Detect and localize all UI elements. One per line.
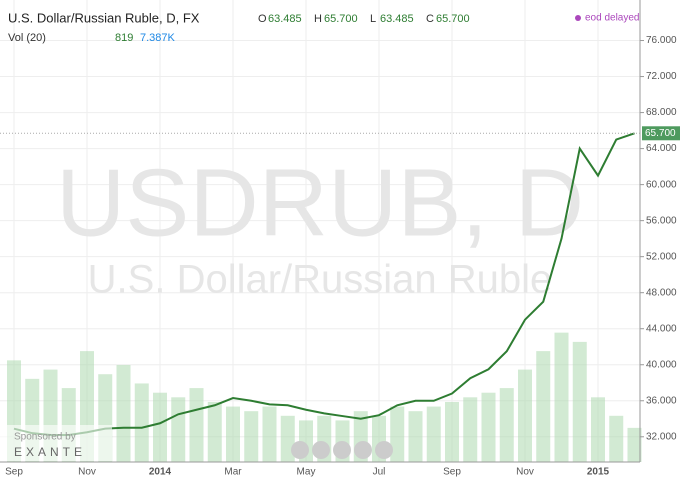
volume-bar	[499, 388, 514, 462]
ohlc-label: H	[314, 13, 322, 25]
volume-bar	[627, 427, 642, 462]
volume-bar	[390, 406, 405, 462]
volume-title: Vol (20)	[8, 32, 46, 44]
price-line	[13, 132, 635, 436]
sponsor-box	[0, 425, 112, 461]
y-tick-label: 40.000	[646, 359, 677, 370]
volume-bar	[518, 369, 532, 462]
ohlc-value: 63.485	[268, 13, 302, 25]
volume-bar	[463, 397, 478, 462]
x-tick-label: May	[297, 467, 316, 478]
nav-buttons	[291, 441, 393, 459]
status-dot	[575, 15, 581, 21]
volume-bar	[426, 406, 441, 462]
y-tick-label: 32.000	[646, 431, 677, 442]
button[interactable]	[291, 441, 309, 459]
ohlc-label: O	[258, 13, 267, 25]
y-tick-label: 60.000	[646, 179, 677, 190]
volume-bar	[554, 332, 569, 462]
y-tick-label: 72.000	[646, 71, 677, 82]
volume-readout: 7.387K	[140, 32, 176, 44]
x-tick-label: Nov	[78, 467, 96, 478]
volume-bar	[226, 406, 240, 462]
ohlc-value: 65.700	[436, 13, 470, 25]
watermark: USDRUB, D	[56, 149, 584, 256]
y-tick-label: 52.000	[646, 251, 677, 262]
volume-readout: 819	[115, 32, 133, 44]
x-tick-label: 2015	[587, 467, 610, 478]
volume-bar	[262, 406, 277, 462]
volume-bar	[153, 392, 167, 462]
y-tick-label: 64.000	[646, 143, 677, 154]
volume-bar	[481, 392, 496, 462]
y-tick-label: 56.000	[646, 215, 677, 226]
last-price-label: 65.700	[645, 128, 676, 139]
y-tick-label: 36.000	[646, 395, 677, 406]
volume-bar	[408, 411, 423, 462]
status: eod delayed	[585, 13, 640, 24]
volume-bar	[134, 383, 149, 462]
volume-bar	[572, 341, 587, 462]
watermark-sub: U.S. Dollar/Russian Ruble	[88, 258, 553, 302]
volume-bar	[244, 411, 259, 462]
volume-bar	[189, 388, 204, 462]
volume-bar	[171, 397, 186, 462]
volume-bar	[609, 415, 624, 462]
x-tick-label: Jul	[373, 467, 386, 478]
ohlc-label: L	[370, 13, 376, 25]
sponsor: Sponsored by	[14, 432, 76, 443]
ohlc-value: 65.700	[324, 13, 358, 25]
y-tick-label: 68.000	[646, 107, 677, 118]
x-tick-label: Mar	[224, 467, 242, 478]
button[interactable]	[375, 441, 393, 459]
sponsor: EXANTE	[14, 445, 86, 459]
volume-bar	[207, 401, 222, 462]
last-price-tag	[642, 126, 680, 141]
volume-bar	[591, 397, 605, 462]
y-tick-label: 48.000	[646, 287, 677, 298]
x-tick-label: Nov	[516, 467, 534, 478]
volume-bar	[116, 364, 131, 462]
button[interactable]	[333, 441, 351, 459]
volume-bar	[445, 401, 459, 462]
title: U.S. Dollar/Russian Ruble, D, FX	[8, 10, 200, 25]
x-tick-label: 2014	[149, 467, 172, 478]
volume-bar	[536, 351, 551, 462]
ohlc-value: 63.485	[380, 13, 414, 25]
y-tick-label: 44.000	[646, 323, 677, 334]
y-tick-label: 76.000	[646, 35, 677, 46]
button[interactable]	[312, 441, 330, 459]
ohlc-label: C	[426, 13, 434, 25]
button[interactable]	[354, 441, 372, 459]
x-tick-label: Sep	[5, 467, 23, 478]
x-tick-label: Sep	[443, 467, 461, 478]
